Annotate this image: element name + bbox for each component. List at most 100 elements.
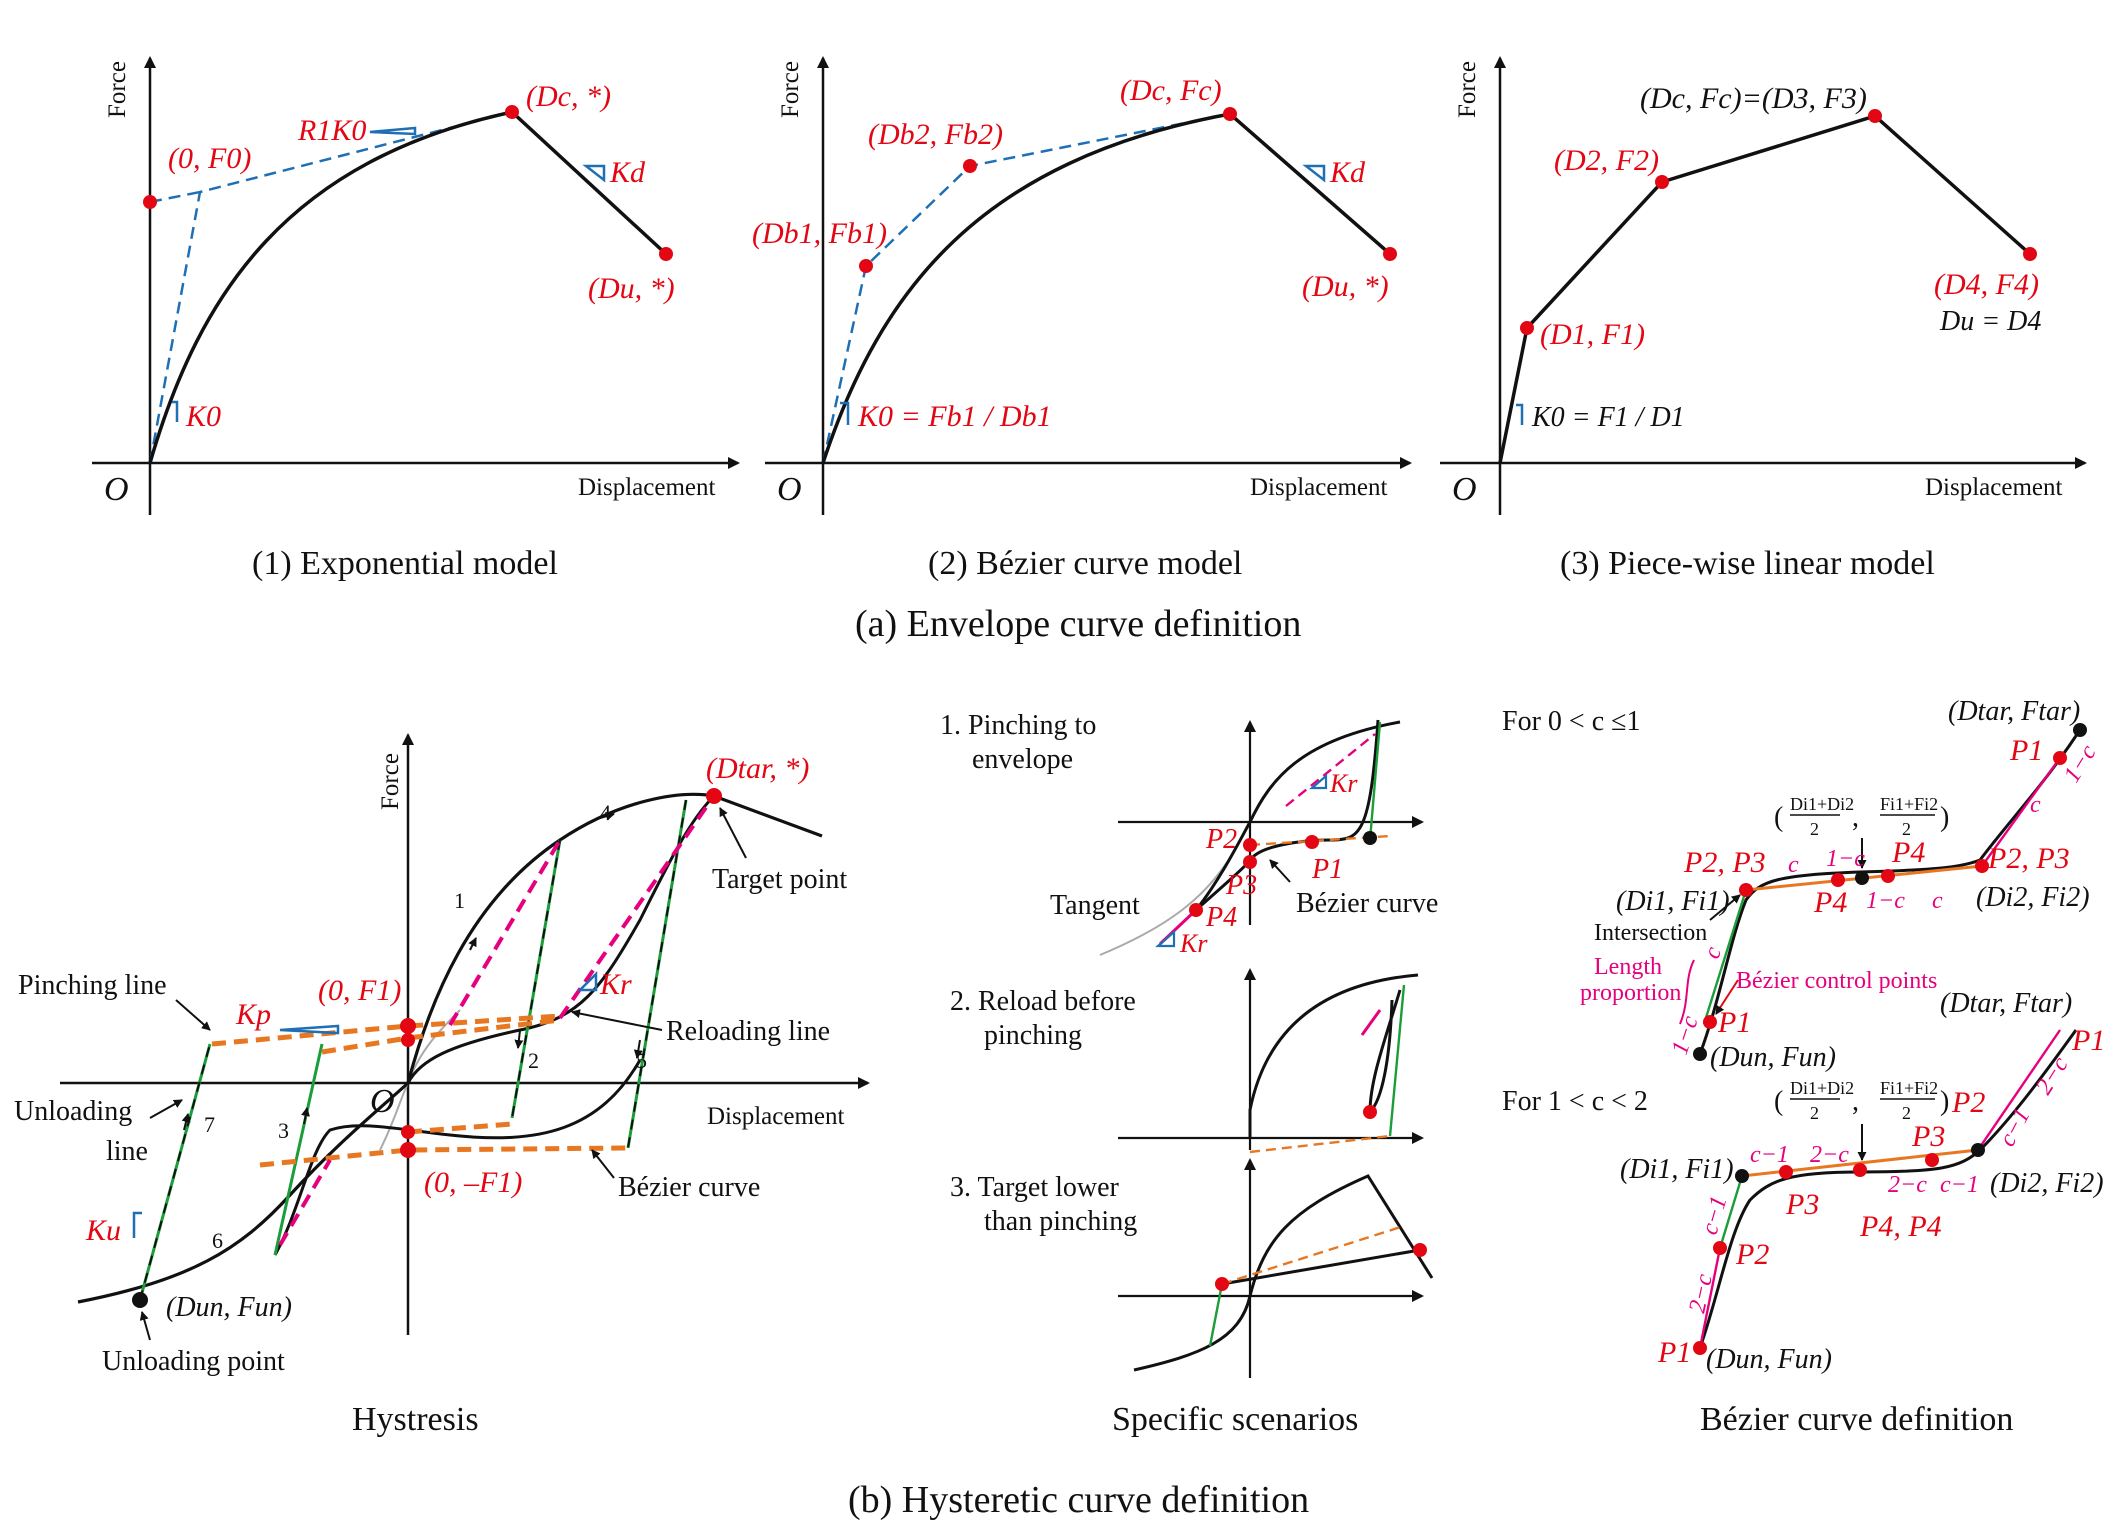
case2-paren-close: ) (1940, 1086, 1949, 1117)
case1-label-c-left: c (1699, 943, 1727, 961)
envelope-curve (77, 792, 823, 1304)
point-dun (132, 1292, 148, 1308)
case1-ptr-control (1715, 979, 1739, 1015)
step-5: 5 (636, 1048, 647, 1073)
arrow-1 (468, 937, 477, 951)
label-k0: K0 (185, 400, 221, 433)
arrow-3 (301, 1107, 310, 1125)
case2-di2 (1971, 1143, 1985, 1157)
case2-label-p3-left: P3 (1785, 1188, 1819, 1221)
s1-label-p3: P3 (1225, 870, 1257, 901)
panel-exponential: Force Displacement O (0, F0) R1K0 (Dc, *… (92, 56, 740, 582)
r1k0-triangle-icon (369, 126, 417, 136)
s2-loop (1368, 989, 1402, 1114)
s1-label-p4: P4 (1205, 902, 1237, 933)
label-k0: K0 = F1 / D1 (1531, 402, 1685, 433)
case1-p2p3-right (1975, 859, 1989, 873)
case2-p3-left (1779, 1165, 1793, 1179)
label-r1k0: R1K0 (297, 114, 366, 147)
k0-triangle-icon (840, 401, 850, 425)
label-k0: K0 = Fb1 / Db1 (857, 400, 1052, 433)
case2-label-tmc-b: 2−c (1888, 1172, 1927, 1198)
step-4: 4 (600, 800, 611, 825)
case1-label-dun: (Dun, Fun) (1710, 1042, 1836, 1073)
label-du: (Du, *) (588, 272, 675, 305)
label-kd: Kd (609, 156, 646, 189)
case2-label-di2: (Di2, Fi2) (1990, 1168, 2104, 1199)
case1-paren-close: ) (1940, 802, 1949, 833)
label-kd: Kd (1329, 156, 1366, 189)
ptr-pinching (175, 999, 211, 1031)
case2-green (1718, 1175, 1744, 1249)
point-dc (505, 105, 519, 119)
reloading-line-3 (278, 1158, 332, 1247)
label-kr: Kr (599, 968, 632, 1001)
case2-label-cm1-a: c−1 (1750, 1142, 1789, 1168)
y-axis-label: Force (377, 753, 404, 810)
case1-label-dtar: (Dtar, Ftar) (1948, 696, 2080, 727)
case2-paren-open: ( (1774, 1086, 1783, 1117)
case2-label-p2-top: P2 (1951, 1086, 1985, 1119)
case2-magenta-left (1698, 1247, 1722, 1349)
label-dun: (Dun, Fun) (166, 1292, 292, 1323)
point-mf1b (400, 1142, 416, 1158)
step-7: 7 (204, 1112, 215, 1137)
ptr-bezier (591, 1149, 615, 1179)
point-d1 (1520, 321, 1534, 335)
case2-label-cm1-left: c−1 (1697, 1193, 1733, 1238)
case1-dtar (2073, 723, 2087, 737)
case1-intersection (1855, 871, 1869, 885)
case2-label-mid-f: Fi1+Fi2 (1880, 1078, 1938, 1098)
kd-triangle-icon (582, 164, 606, 183)
unload-dash-2 (627, 799, 687, 1149)
case1-p4-right (1881, 869, 1895, 883)
step-6: 6 (212, 1228, 223, 1253)
s1-label-kr2: Kr (1179, 929, 1208, 958)
kr-triangle-icon (576, 970, 598, 992)
arrow-2 (514, 1029, 524, 1049)
case2-label-dun: (Dun, Fun) (1706, 1344, 1832, 1375)
label-db2: (Db2, Fb2) (868, 118, 1003, 151)
label-dc-d3: (Dc, Fc)=(D3, F3) (1640, 82, 1867, 115)
case2-label-tmc-top: 2−c (2031, 1052, 2074, 1099)
caption-panel2: (2) Bézier curve model (928, 545, 1242, 582)
point-d3 (1868, 109, 1882, 123)
s2-point (1363, 1105, 1377, 1119)
caption-section-a: (a) Envelope curve definition (855, 603, 1301, 645)
unload-dash-1 (511, 839, 561, 1119)
x-axis-label: Displacement (1925, 474, 2063, 501)
label-dtar: (Dtar, *) (706, 752, 809, 785)
label-mf1: (0, –F1) (424, 1166, 522, 1199)
label-du: (Du, *) (1302, 270, 1389, 303)
ku-triangle-icon (132, 1211, 142, 1238)
label-d1: (D1, F1) (1540, 318, 1645, 351)
case2-label-tmc-a: 2−c (1810, 1142, 1849, 1168)
s2-magenta (1360, 1009, 1382, 1036)
case1-brace (1679, 959, 1695, 1025)
case1-label-c-right: c (2030, 792, 2041, 818)
case1-label-p2p3-left: P2, P3 (1683, 846, 1766, 879)
pinching-line-upper-2 (321, 1017, 561, 1055)
point-dc (1223, 107, 1237, 121)
case2-comma: , (1852, 1086, 1859, 1117)
control-polygon-dashed (821, 112, 1231, 464)
s1-p1 (1305, 835, 1319, 849)
case1-label-mid-f: Fi1+Fi2 (1880, 794, 1938, 814)
origin-label: O (1452, 471, 1477, 508)
case2-magenta-right (1977, 1029, 2061, 1151)
point-db1 (859, 259, 873, 273)
step-1: 1 (454, 888, 465, 913)
case1-label-c-1: c (1788, 852, 1799, 878)
case1-label-p4-left: P4 (1813, 886, 1847, 919)
caption-panel3: (3) Piece-wise linear model (1560, 545, 1935, 582)
s1-green (1368, 721, 1382, 841)
case1-green-1 (1702, 889, 1748, 1025)
s1-kr2-triangle-icon (1155, 929, 1176, 948)
scenario-1-line2: envelope (972, 744, 1073, 775)
caption-hysteresis: Hystresis (352, 1401, 479, 1438)
reloading-line-2 (558, 794, 716, 1020)
case2-p1-low (1693, 1341, 1707, 1355)
point-f0 (143, 195, 157, 209)
ptr-target (719, 807, 747, 859)
case2-label-p1-low: P1 (1657, 1336, 1691, 1369)
